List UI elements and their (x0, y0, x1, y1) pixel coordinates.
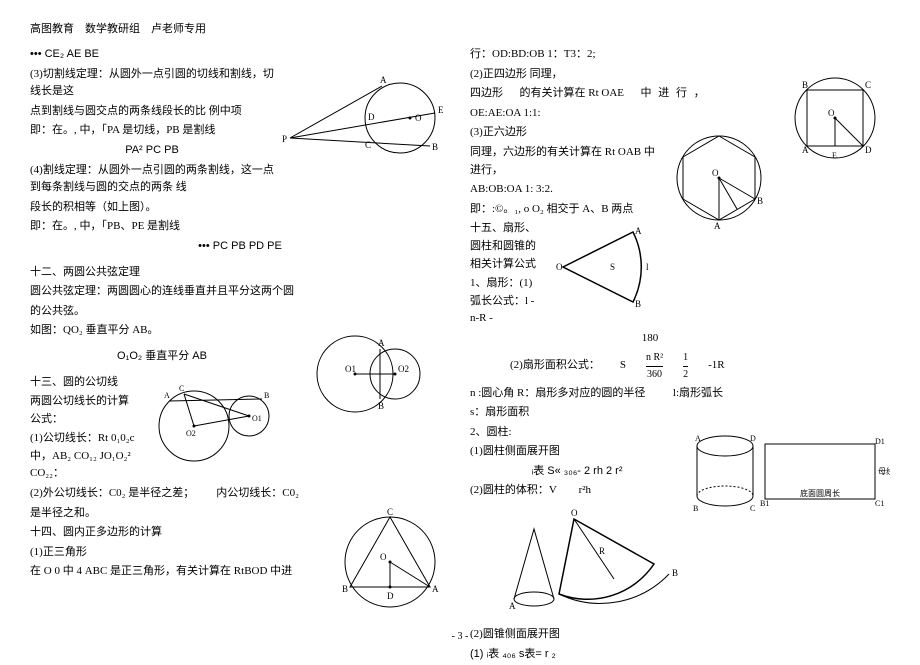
s15-l3b: l:扇形弧长 (673, 387, 723, 399)
cone-diagram: O A B R (484, 504, 684, 624)
s13-l3: (2)外公切线长：C0₂ 是半径之差； 内公切线长：C0₂ (30, 485, 450, 503)
frac1-bot: 360 (646, 367, 663, 383)
svg-text:O: O (556, 262, 563, 272)
svg-text:B: B (693, 504, 698, 513)
svg-text:A: A (714, 221, 721, 231)
svg-text:C1: C1 (875, 499, 884, 508)
square-circle-diagram: B C D A O E (780, 68, 890, 168)
svg-text:A: A (509, 601, 516, 611)
svg-text:A: A (378, 338, 385, 348)
sec4-l2: 段长的积相等（如上图）。 (30, 199, 450, 217)
s16-f2: (1) ᵢ表 ₄₀₆ s表= r ₂ (470, 646, 890, 664)
svg-text:O1: O1 (252, 414, 262, 423)
svg-text:B: B (757, 196, 763, 206)
r2-l1a: 四边形 (470, 87, 503, 99)
svg-text:A: A (164, 391, 170, 400)
svg-text:母线长: 母线长 (878, 466, 890, 476)
tangent-secant-diagram: O A D E C B P (280, 68, 450, 168)
inscribed-triangle-diagram: C B A O D (330, 507, 450, 617)
svg-text:B: B (342, 584, 348, 594)
svg-text:B: B (432, 142, 438, 152)
svg-text:B: B (264, 391, 269, 400)
r1: 行：OD:BD:OB 1：T3：2; (470, 46, 890, 64)
s16-l2a: (2)圆柱的体积：V (470, 484, 557, 496)
r2-l1c: 中 进 行 ， (641, 87, 707, 99)
svg-text:O2: O2 (186, 429, 196, 438)
svg-text:O1: O1 (345, 364, 356, 374)
svg-text:A: A (802, 145, 809, 155)
s15-num: 180 (410, 330, 890, 348)
header-group: 数学教研组 (85, 23, 140, 35)
formula-ce2: ••• CE₂ AE BE (30, 46, 450, 64)
svg-text:D: D (387, 591, 394, 601)
hexagon-circle-diagram: O A B (664, 126, 774, 231)
svg-text:A: A (432, 584, 439, 594)
s15-l3a: n :圆心角 R：扇形多对应的圆的半径 (470, 387, 645, 399)
svg-text:D: D (865, 145, 872, 155)
svg-text:B: B (378, 401, 384, 411)
s13-l3b: 内公切线长：C0₂ (216, 487, 299, 499)
svg-text:E: E (832, 151, 837, 160)
svg-text:S: S (610, 262, 615, 272)
frac2-bot: 2 (683, 367, 688, 383)
s13-l3a: (2)外公切线长：C0₂ 是半径之差； (30, 487, 194, 499)
svg-text:O: O (415, 113, 422, 123)
cylinder-diagram: A D B C D1 C1 B1 母线长 底面圆周长 (690, 426, 890, 526)
s16-l2b: r²h (579, 484, 591, 496)
svg-text:C: C (179, 384, 184, 393)
svg-text:R: R (599, 546, 605, 556)
svg-text:O: O (828, 108, 835, 118)
svg-text:D1: D1 (875, 437, 885, 446)
s15-l2b: S (620, 357, 626, 375)
s15-l4: s：扇形面积 (470, 404, 890, 422)
svg-text:A: A (635, 226, 642, 236)
svg-text:C: C (865, 80, 871, 90)
svg-text:C: C (365, 140, 371, 150)
svg-text:B1: B1 (760, 499, 769, 508)
frac1-top: n R² (646, 350, 663, 367)
left-column: ••• CE₂ AE BE O A D E C B P (3)切割线定理：从圆外… (30, 44, 450, 665)
s15-l2e: -1R (708, 357, 725, 375)
svg-text:B: B (635, 299, 641, 309)
common-tangent-diagram: A B C O1 O2 (144, 376, 294, 466)
formula-pcpb: ••• PC PB PD PE (30, 238, 450, 256)
svg-text:l: l (646, 262, 649, 272)
svg-text:O2: O2 (398, 364, 409, 374)
s12-title: 十二、两圆公共弦定理 (30, 264, 450, 282)
svg-text:A: A (695, 434, 701, 443)
s12-l1: 圆公共弦定理：两圆圆心的连线垂直并且平分这两个圆 (30, 283, 450, 301)
frac2: 1 2 (683, 350, 688, 383)
svg-text:B: B (802, 80, 808, 90)
s15-l3: n :圆心角 R：扇形多对应的圆的半径 l:扇形弧长 (470, 385, 890, 403)
svg-text:底面圆周长: 底面圆周长 (800, 488, 840, 498)
s15-l1: 1、扇形：(1)弧长公式：l -n-R - (470, 275, 890, 328)
svg-text:C: C (750, 504, 755, 513)
svg-text:P: P (282, 134, 287, 144)
frac1: n R² 360 (646, 350, 663, 383)
page-footer: - 3 - (0, 631, 920, 642)
r2-l1b: 的有关计算在 Rt OAE (520, 87, 625, 99)
header-teacher: 卢老师专用 (151, 23, 206, 35)
page-header: 高图教育 数学教研组 卢老师专用 (30, 20, 890, 36)
header-org: 高图教育 (30, 23, 74, 35)
svg-text:O: O (571, 508, 578, 518)
svg-text:D: D (750, 434, 756, 443)
svg-text:D: D (368, 112, 375, 122)
svg-text:O: O (380, 552, 387, 562)
svg-text:A: A (380, 75, 387, 85)
right-column: 行：OD:BD:OB 1：T3：2; B C D A O E (2)正四边形 同… (470, 44, 890, 665)
sector-diagram: A B S l O (548, 222, 658, 312)
content-columns: ••• CE₂ AE BE O A D E C B P (3)切割线定理：从圆外… (30, 44, 890, 665)
sec4-l3: 即：在。, 中，「PB、PE 是割线 (30, 218, 450, 236)
svg-text:O: O (712, 168, 719, 178)
svg-text:B: B (672, 568, 678, 578)
s15-l2a: (2)扇形面积公式： (510, 357, 600, 375)
s15-formula-row: (2)扇形面积公式： S n R² 360 1 2 -1R (510, 350, 890, 383)
frac2-top: 1 (683, 350, 688, 367)
svg-text:E: E (438, 105, 444, 115)
svg-text:C: C (387, 507, 393, 517)
s12-l2: 的公共弦。 (30, 303, 450, 321)
